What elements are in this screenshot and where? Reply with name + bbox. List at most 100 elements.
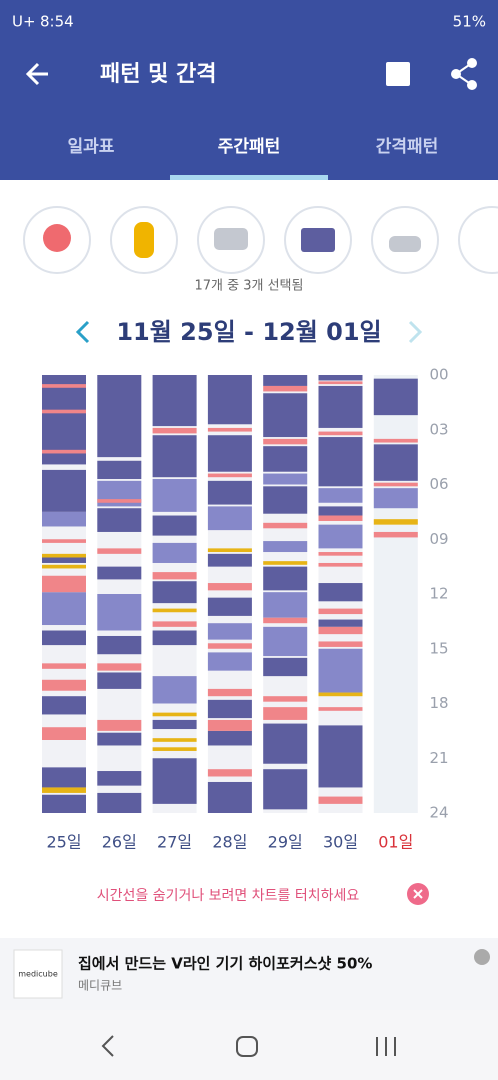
nav-home[interactable]: [236, 1036, 258, 1057]
segment: [373, 531, 418, 538]
segment: [373, 378, 418, 416]
segment: [42, 630, 86, 646]
segment: [207, 435, 252, 472]
segment: [152, 572, 197, 580]
category-icons[interactable]: [23, 206, 498, 274]
ad-info[interactable]: [474, 949, 490, 965]
segment: [42, 449, 86, 454]
carrier: U+: [12, 13, 36, 31]
date-range: 11월 25일 - 12월 01일: [116, 318, 381, 346]
feed-icon: [43, 224, 71, 252]
segment: [263, 696, 308, 702]
segment: [318, 524, 363, 549]
segment: [152, 375, 197, 427]
segment: [207, 597, 252, 616]
segment: [42, 564, 86, 569]
segment: [263, 541, 308, 553]
tab[interactable]: 간격패턴: [376, 137, 439, 157]
segment: [42, 575, 86, 593]
segment: [97, 771, 142, 786]
segment: [318, 488, 363, 503]
x-tick-label: 29일: [268, 833, 303, 852]
segment: [152, 630, 197, 646]
segment: [318, 506, 363, 516]
battery: 51%: [453, 13, 486, 31]
image-button[interactable]: [386, 62, 410, 86]
ad-title: 집에서 만드는 V라인 기기 하이포커스샷 50%: [78, 955, 372, 973]
segment: [42, 409, 86, 414]
segment: [207, 688, 252, 697]
segment: [373, 444, 418, 481]
segment: [318, 552, 363, 556]
segment: [263, 522, 308, 529]
segment: [207, 427, 252, 432]
sleep-icon: [301, 228, 335, 252]
header-bg: [0, 0, 498, 180]
segment: [42, 592, 86, 626]
segment: [207, 480, 252, 505]
segment: [318, 431, 363, 436]
back-button[interactable]: [25, 62, 48, 86]
segment: [263, 707, 308, 720]
share-button[interactable]: [451, 58, 477, 90]
ad-brand: 메디큐브: [78, 979, 122, 993]
segment: [97, 792, 142, 813]
segment: [152, 747, 197, 751]
tab-indicator: [170, 175, 328, 180]
segment: [42, 539, 86, 543]
segment: [263, 446, 308, 472]
segment: [318, 796, 363, 804]
segment: [318, 626, 363, 635]
segment: [97, 375, 142, 458]
hint: 시간선을 숨기거나 보려면 차트를 터치하세요: [97, 888, 360, 904]
segment: [373, 519, 418, 525]
nav-back[interactable]: [101, 1035, 114, 1057]
prev-week[interactable]: [75, 320, 90, 344]
segment: [207, 553, 252, 567]
segment: [152, 515, 197, 536]
clock: 8:54: [40, 13, 74, 31]
segment: [42, 696, 86, 715]
segment: [152, 719, 197, 730]
tab[interactable]: 일과표: [68, 137, 115, 157]
segment: [207, 781, 252, 813]
ad-banner[interactable]: [0, 938, 498, 1010]
segment: [318, 437, 363, 487]
segment: [42, 384, 86, 388]
segment: [152, 758, 197, 804]
y-tick-label: 06: [429, 475, 448, 493]
segment: [263, 385, 308, 392]
segment: [373, 482, 418, 487]
segment: [207, 623, 252, 640]
segment: [263, 486, 308, 514]
segment: [152, 479, 197, 512]
segment: [207, 699, 252, 719]
bath-icon: [389, 236, 421, 252]
segment: [97, 672, 142, 689]
next-week[interactable]: [408, 320, 423, 344]
segment: [152, 676, 197, 704]
y-tick-label: 12: [429, 585, 448, 603]
segment: [207, 583, 252, 591]
segment: [42, 469, 86, 512]
segment: [97, 460, 142, 480]
segment: [318, 707, 363, 711]
segment: [207, 730, 252, 746]
segment: [263, 592, 308, 618]
segment: [42, 727, 86, 740]
y-tick-label: 03: [429, 420, 448, 438]
nav-recent[interactable]: [376, 1037, 396, 1056]
segment: [263, 617, 308, 624]
segment: [152, 712, 197, 717]
segment: [207, 652, 252, 671]
segment: [42, 663, 86, 669]
nav-bar: [0, 1010, 498, 1080]
tab-active[interactable]: 주간패턴: [218, 137, 281, 157]
segment: [207, 548, 252, 553]
segment: [207, 375, 252, 425]
segment: [207, 719, 252, 731]
segment: [97, 499, 142, 503]
ad-logo-box: [13, 949, 63, 999]
segment: [318, 385, 363, 428]
